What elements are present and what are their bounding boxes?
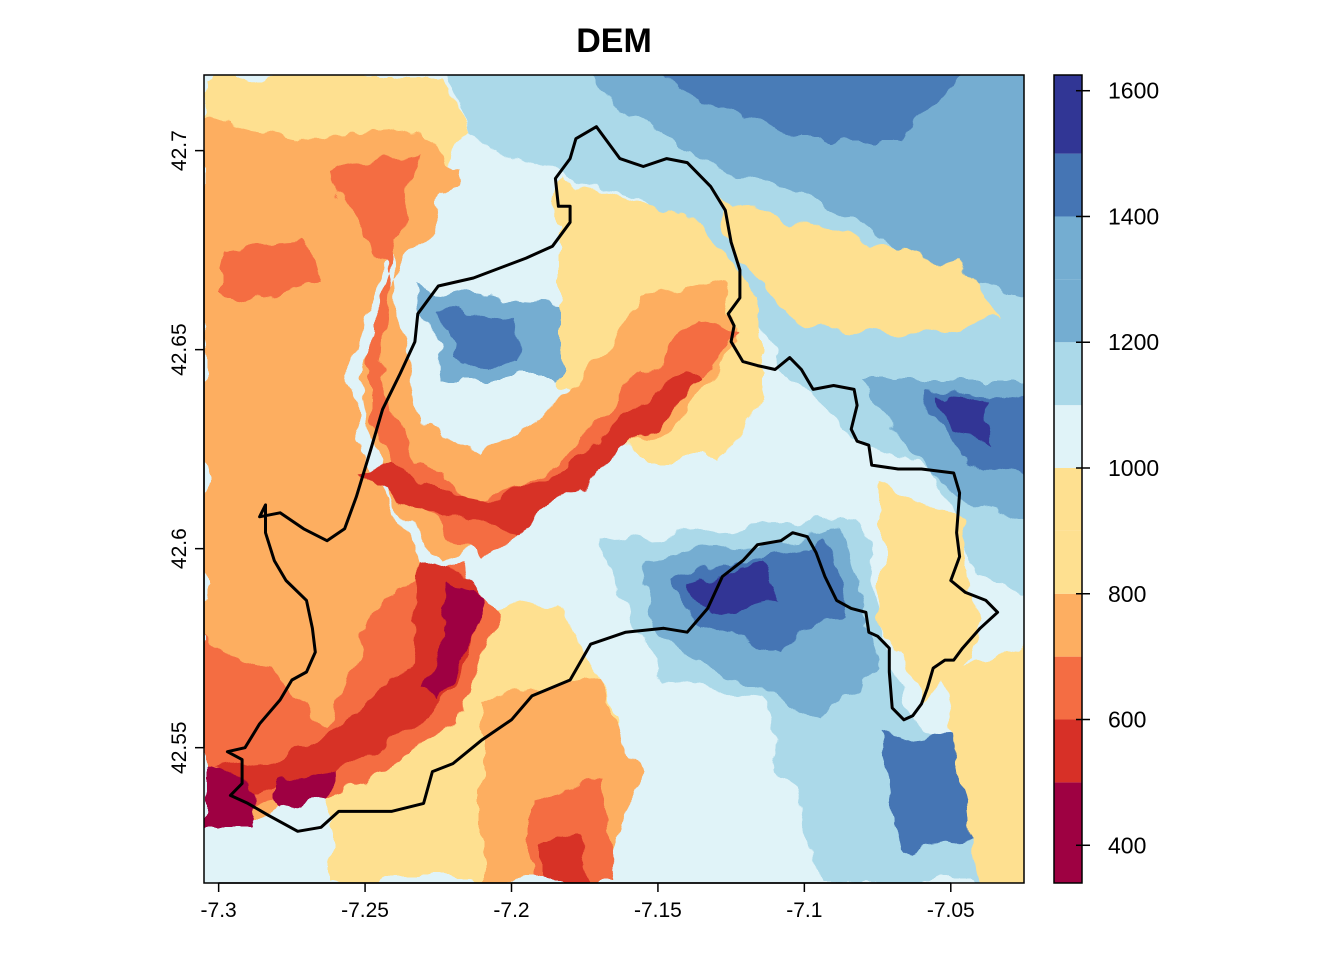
legend-swatch [1054, 279, 1082, 343]
y-tick-label: 42.65 [168, 323, 191, 376]
legend-swatch [1054, 216, 1082, 280]
y-tick-label: 42.55 [168, 721, 191, 774]
legend-tick-label: 1000 [1108, 455, 1159, 481]
x-tick-label: -7.3 [201, 899, 237, 922]
legend-swatch [1054, 153, 1082, 217]
legend-swatch [1054, 342, 1082, 406]
legend-tick-label: 1600 [1108, 78, 1159, 104]
color-legend: 400 600 800 1000 1200 1400 1600 [1053, 74, 1159, 884]
legend-frame [1053, 74, 1083, 884]
plot-title: DEM [576, 22, 652, 60]
legend-swatch [1054, 467, 1082, 531]
legend-swatch [1054, 75, 1082, 154]
x-tick-label: -7.2 [493, 899, 529, 922]
legend-swatch [1054, 530, 1082, 594]
legend-swatch [1054, 405, 1082, 468]
legend-tick-label: 400 [1108, 832, 1146, 858]
x-axis: -7.3 -7.25 -7.2 -7.15 -7.1 -7.05 [201, 882, 975, 922]
legend-tick-label: 1200 [1108, 329, 1159, 355]
catchment-boundary [225, 125, 1000, 833]
x-tick-label: -7.05 [927, 899, 975, 922]
y-axis: 42.55 42.6 42.65 42.7 [168, 130, 205, 774]
legend-swatch [1054, 656, 1082, 720]
legend-tick-label: 1400 [1108, 203, 1159, 229]
legend-swatch [1054, 719, 1082, 783]
legend-swatch [1054, 593, 1082, 657]
x-tick-label: -7.1 [786, 899, 822, 922]
legend-tick-label: 800 [1108, 581, 1146, 607]
y-tick-label: 42.7 [168, 130, 191, 171]
x-tick-label: -7.25 [341, 899, 389, 922]
y-tick-label: 42.6 [168, 528, 191, 569]
legend-swatch [1054, 782, 1082, 883]
legend-tick-label: 600 [1108, 707, 1146, 733]
dem-raster [204, 75, 1024, 883]
x-tick-label: -7.15 [634, 899, 682, 922]
